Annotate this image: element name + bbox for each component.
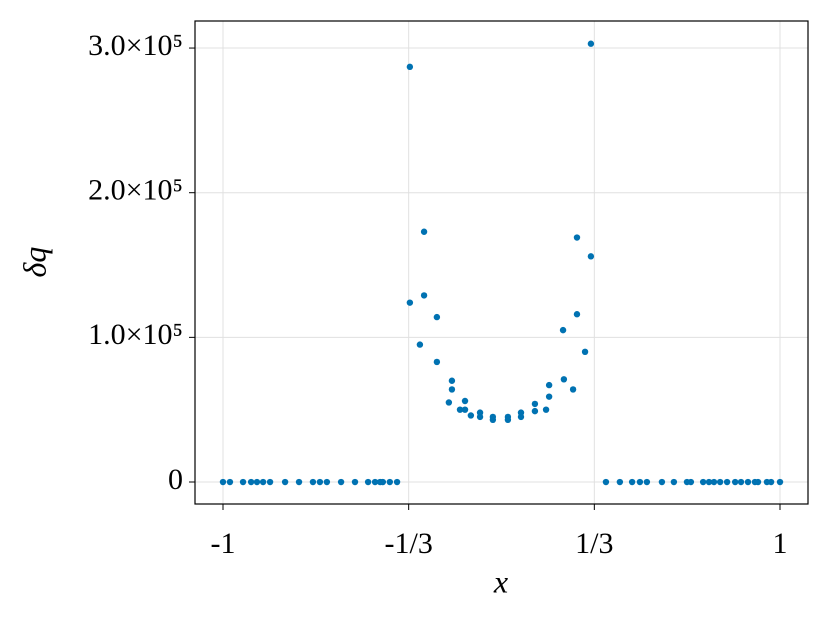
- point: [406, 63, 414, 71]
- y-tick-label: 1.0×10⁵: [88, 318, 183, 351]
- point: [710, 478, 718, 486]
- point: [393, 478, 401, 486]
- point: [351, 478, 359, 486]
- point: [461, 397, 469, 405]
- point: [295, 478, 303, 486]
- point: [643, 478, 651, 486]
- point: [316, 478, 324, 486]
- point: [420, 228, 428, 235]
- point: [587, 40, 595, 47]
- point: [754, 478, 762, 486]
- point: [723, 478, 731, 486]
- point: [323, 478, 331, 486]
- point: [420, 292, 428, 299]
- point: [517, 413, 525, 421]
- point: [705, 478, 713, 486]
- point: [776, 478, 784, 486]
- point: [767, 478, 775, 486]
- x-tick-label: -1: [210, 527, 235, 560]
- y-tick-label: 0: [168, 463, 183, 496]
- y-tick-label: 2.0×10⁵: [88, 174, 183, 207]
- point: [602, 478, 610, 486]
- point: [531, 407, 539, 415]
- point: [433, 313, 441, 321]
- point: [281, 478, 289, 486]
- point: [573, 311, 581, 318]
- point: [226, 478, 234, 486]
- point: [581, 348, 589, 356]
- point: [461, 406, 469, 413]
- point: [699, 478, 707, 486]
- point: [545, 381, 553, 389]
- point: [628, 478, 636, 486]
- point: [448, 377, 456, 384]
- point: [504, 416, 512, 424]
- point: [448, 386, 456, 393]
- point: [716, 478, 724, 486]
- point: [737, 478, 745, 486]
- x-tick-label: -1/3: [385, 527, 433, 560]
- y-tick-label: 3.0×10⁵: [88, 29, 183, 62]
- point: [616, 478, 624, 486]
- point: [456, 406, 464, 413]
- point: [560, 376, 568, 383]
- point: [636, 478, 644, 486]
- point: [406, 299, 414, 306]
- x-axis-label: x: [493, 563, 508, 599]
- point: [670, 478, 678, 486]
- point: [545, 393, 553, 400]
- point: [371, 478, 379, 486]
- point: [364, 478, 372, 486]
- point: [573, 234, 581, 241]
- x-tick-label: 1: [773, 527, 788, 560]
- point: [531, 400, 539, 408]
- point: [379, 478, 387, 486]
- point: [658, 478, 666, 486]
- point: [247, 478, 255, 486]
- point: [445, 399, 453, 406]
- point: [559, 326, 567, 334]
- point: [731, 478, 739, 486]
- point: [467, 412, 475, 419]
- point: [476, 413, 484, 421]
- point: [386, 478, 394, 486]
- point: [489, 416, 497, 424]
- point: [219, 478, 227, 486]
- y-axis-label: δq: [16, 247, 52, 278]
- plot-frame: [194, 20, 809, 505]
- x-tick-label: 1/3: [575, 527, 613, 560]
- point: [744, 478, 752, 486]
- point: [259, 478, 267, 486]
- point: [542, 406, 550, 413]
- point: [266, 478, 274, 486]
- point: [433, 358, 441, 366]
- point: [687, 478, 695, 486]
- point: [337, 478, 345, 486]
- point: [239, 478, 247, 486]
- point: [309, 478, 317, 486]
- point: [253, 478, 261, 486]
- point: [587, 253, 595, 260]
- point: [569, 386, 577, 393]
- point: [416, 341, 424, 348]
